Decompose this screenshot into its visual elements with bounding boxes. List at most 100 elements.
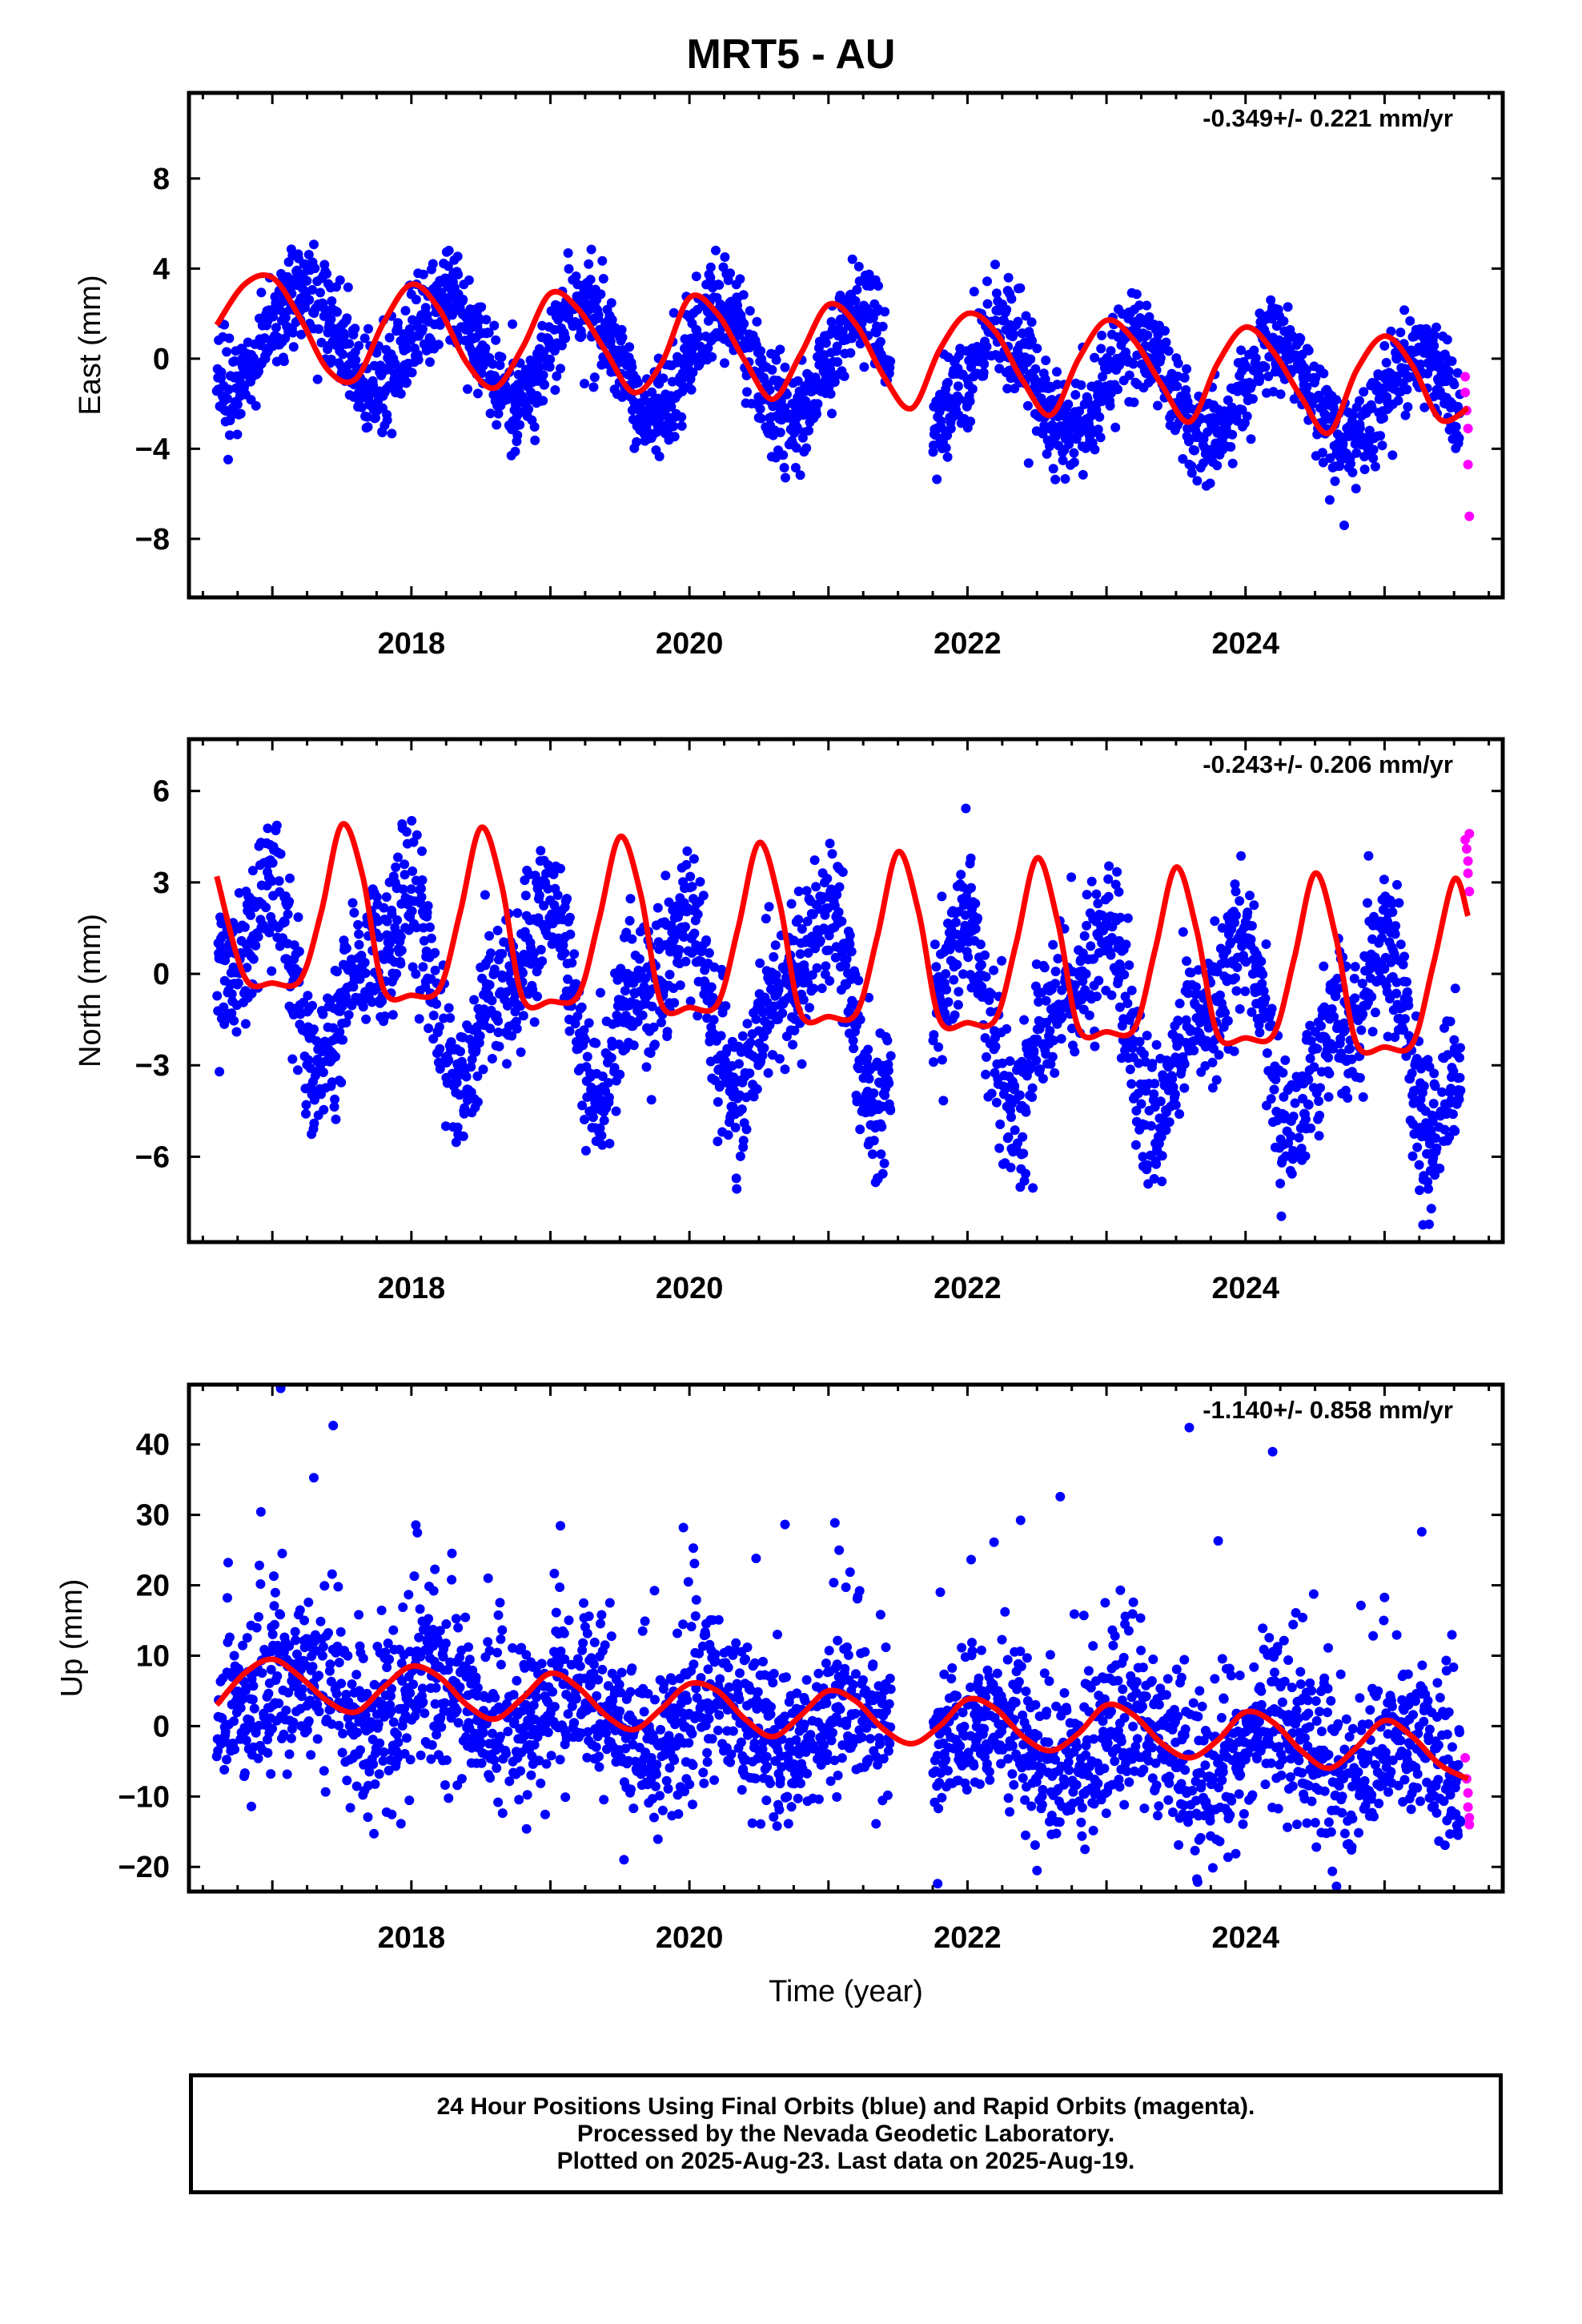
- final-orbit-point: [986, 1007, 996, 1017]
- final-orbit-point: [414, 1014, 424, 1024]
- final-orbit-point: [1319, 1002, 1330, 1012]
- final-orbit-point: [773, 981, 784, 991]
- final-orbit-point: [472, 1071, 483, 1081]
- final-orbit-point: [1026, 354, 1036, 364]
- final-orbit-point: [1350, 993, 1360, 1003]
- final-orbit-point: [758, 1007, 768, 1018]
- final-orbit-point: [1423, 1176, 1433, 1187]
- final-orbit-point: [311, 1035, 322, 1046]
- final-orbit-point: [556, 340, 567, 351]
- final-orbit-point: [344, 339, 355, 349]
- final-orbit-point: [356, 402, 367, 412]
- final-orbit-point: [769, 951, 779, 962]
- final-orbit-point: [817, 983, 827, 994]
- final-orbit-point: [307, 1000, 318, 1011]
- final-orbit-point: [742, 1019, 753, 1029]
- final-orbit-point: [661, 870, 671, 881]
- final-orbit-point: [1084, 1010, 1094, 1020]
- final-orbit-point: [1035, 1064, 1046, 1075]
- final-orbit-point: [1010, 1081, 1020, 1092]
- final-orbit-point: [229, 1015, 239, 1026]
- final-orbit-point: [536, 846, 546, 856]
- final-orbit-point: [303, 250, 314, 259]
- final-orbit-point: [1086, 876, 1097, 887]
- final-orbit-point: [536, 944, 546, 955]
- final-orbit-point: [585, 275, 596, 285]
- final-orbit-point: [1186, 461, 1197, 471]
- final-orbit-point: [695, 341, 705, 352]
- final-orbit-point: [1156, 1132, 1166, 1142]
- final-orbit-point: [1279, 316, 1289, 326]
- final-orbit-point: [400, 870, 410, 880]
- final-orbit-point: [793, 887, 804, 896]
- final-orbit-point: [1393, 396, 1403, 406]
- final-orbit-point: [982, 276, 992, 287]
- final-orbit-point: [1378, 413, 1388, 423]
- final-orbit-point: [424, 1023, 434, 1033]
- final-orbit-point: [599, 1116, 609, 1126]
- final-orbit-point: [1235, 896, 1245, 906]
- final-orbit-point: [681, 922, 690, 932]
- final-orbit-point: [1351, 448, 1362, 458]
- final-orbit-point: [951, 917, 961, 927]
- final-orbit-point: [1271, 1075, 1281, 1084]
- final-orbit-point: [938, 1096, 949, 1106]
- final-orbit-point: [586, 244, 596, 255]
- final-orbit-point: [596, 987, 605, 998]
- final-orbit-point: [970, 899, 981, 909]
- final-orbit-point: [952, 959, 962, 970]
- final-orbit-point: [407, 368, 417, 378]
- final-orbit-point: [628, 1040, 639, 1051]
- final-orbit-point: [770, 940, 781, 951]
- final-orbit-point: [287, 328, 298, 338]
- final-orbit-point: [864, 992, 874, 1003]
- final-orbit-point: [347, 1000, 357, 1011]
- final-orbit-point: [990, 1041, 1001, 1051]
- final-orbit-point: [1331, 395, 1341, 405]
- final-orbit-point: [461, 1072, 472, 1082]
- final-orbit-point: [1069, 448, 1079, 458]
- final-orbit-point: [714, 279, 725, 290]
- final-orbit-point: [404, 324, 415, 334]
- final-orbit-point: [1247, 379, 1257, 389]
- final-orbit-point: [765, 975, 775, 986]
- final-orbit-point: [1231, 973, 1240, 983]
- final-orbit-point: [1243, 907, 1253, 918]
- final-orbit-point: [809, 855, 820, 866]
- final-orbit-point: [841, 954, 852, 964]
- final-orbit-point: [1288, 1112, 1299, 1122]
- final-orbit-point: [989, 965, 999, 975]
- final-orbit-point: [1161, 337, 1171, 348]
- final-orbit-point: [564, 1026, 575, 1036]
- final-orbit-point: [318, 1068, 328, 1077]
- final-orbit-point: [493, 408, 504, 419]
- final-orbit-point: [565, 929, 576, 939]
- final-orbit-point: [465, 315, 476, 325]
- final-orbit-point: [720, 252, 730, 262]
- final-orbit-point: [821, 338, 831, 348]
- final-orbit-point: [1174, 999, 1185, 1009]
- final-orbit-point: [1155, 353, 1166, 364]
- final-orbit-point: [1124, 370, 1134, 380]
- final-orbit-point: [669, 998, 680, 1008]
- final-orbit-point: [991, 1097, 1002, 1108]
- final-orbit-point: [1223, 1015, 1233, 1026]
- final-orbit-point: [1255, 372, 1265, 383]
- final-orbit-point: [1358, 1009, 1368, 1019]
- final-orbit-point: [580, 1115, 589, 1124]
- final-orbit-point: [597, 1140, 608, 1150]
- final-orbit-point: [679, 932, 689, 942]
- final-orbit-point: [223, 393, 232, 404]
- final-orbit-point: [251, 400, 261, 411]
- final-orbit-point: [283, 909, 293, 919]
- final-orbit-point: [1355, 396, 1364, 406]
- final-orbit-point: [1050, 1068, 1060, 1078]
- final-orbit-point: [497, 949, 508, 959]
- final-orbit-point: [232, 400, 243, 410]
- final-orbit-point: [338, 349, 348, 360]
- final-orbit-point: [1052, 367, 1062, 377]
- final-orbit-point: [1006, 1162, 1016, 1172]
- final-orbit-point: [797, 1059, 807, 1069]
